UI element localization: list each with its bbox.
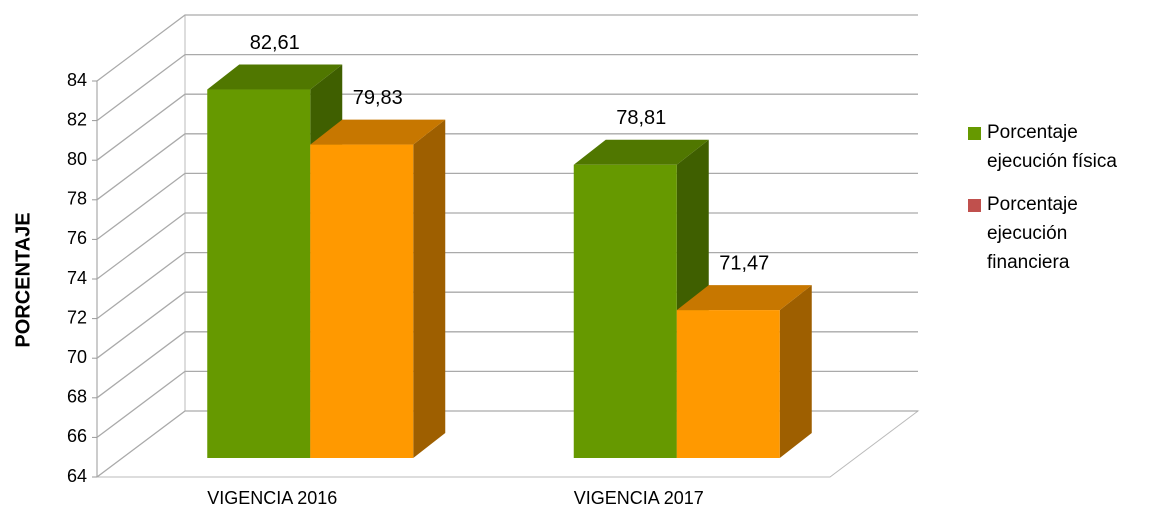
y-tick-label: 78 (67, 189, 87, 209)
x-tick-label: VIGENCIA 2017 (574, 488, 704, 508)
grid-line (96, 93, 918, 161)
y-tick-label: 72 (67, 307, 87, 327)
data-label: 78,81 (616, 107, 666, 129)
bar-side (779, 285, 812, 458)
data-label: 79,83 (353, 87, 403, 109)
y-tick-label: 64 (67, 466, 87, 486)
bar-top (207, 64, 343, 90)
y-tick-label: 76 (67, 228, 87, 248)
y-axis-label: PORCENTAJE (12, 212, 34, 347)
grid-line (96, 133, 918, 201)
y-tick-label: 70 (67, 347, 87, 367)
data-label: 82,61 (250, 32, 300, 54)
x-tick-label: VIGENCIA 2016 (207, 488, 337, 508)
bar (573, 164, 677, 458)
legend-swatch (968, 199, 981, 212)
bar (676, 310, 780, 458)
data-label: 71,47 (719, 252, 769, 274)
bar (207, 89, 311, 458)
bar-side (413, 119, 446, 458)
legend-swatch (968, 127, 981, 140)
y-tick-label: 74 (67, 268, 87, 288)
y-tick-label: 82 (67, 109, 87, 129)
grid-line (96, 53, 918, 122)
bar-top (310, 119, 446, 145)
y-tick-label: 80 (67, 149, 87, 169)
y-tick-label: 66 (67, 426, 87, 446)
y-tick-label: 68 (67, 387, 87, 407)
bar-top (573, 139, 709, 165)
y-tick-label: 84 (67, 70, 87, 90)
legend-label: Porcentaje ejecución financiera (987, 194, 1078, 273)
bar (310, 144, 414, 459)
grid-line (96, 14, 918, 82)
legend-label: Porcentaje ejecución física (987, 122, 1117, 172)
bar-top (676, 285, 812, 311)
